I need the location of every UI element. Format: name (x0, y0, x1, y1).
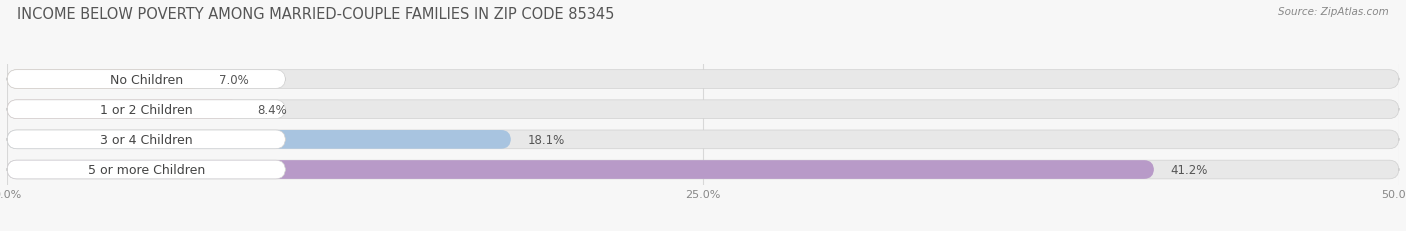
FancyBboxPatch shape (7, 161, 1399, 179)
FancyBboxPatch shape (7, 131, 285, 149)
Text: 18.1%: 18.1% (527, 133, 565, 146)
Text: INCOME BELOW POVERTY AMONG MARRIED-COUPLE FAMILIES IN ZIP CODE 85345: INCOME BELOW POVERTY AMONG MARRIED-COUPL… (17, 7, 614, 22)
FancyBboxPatch shape (7, 70, 1399, 89)
Text: 7.0%: 7.0% (218, 73, 249, 86)
FancyBboxPatch shape (7, 131, 510, 149)
Text: No Children: No Children (110, 73, 183, 86)
Text: Source: ZipAtlas.com: Source: ZipAtlas.com (1278, 7, 1389, 17)
FancyBboxPatch shape (7, 70, 285, 89)
Text: 3 or 4 Children: 3 or 4 Children (100, 133, 193, 146)
FancyBboxPatch shape (7, 161, 285, 179)
FancyBboxPatch shape (7, 100, 240, 119)
FancyBboxPatch shape (7, 70, 202, 89)
FancyBboxPatch shape (7, 100, 1399, 119)
FancyBboxPatch shape (7, 131, 1399, 149)
Text: 41.2%: 41.2% (1171, 163, 1208, 176)
FancyBboxPatch shape (7, 100, 285, 119)
FancyBboxPatch shape (7, 161, 1154, 179)
Text: 8.4%: 8.4% (257, 103, 287, 116)
Text: 1 or 2 Children: 1 or 2 Children (100, 103, 193, 116)
Text: 5 or more Children: 5 or more Children (87, 163, 205, 176)
